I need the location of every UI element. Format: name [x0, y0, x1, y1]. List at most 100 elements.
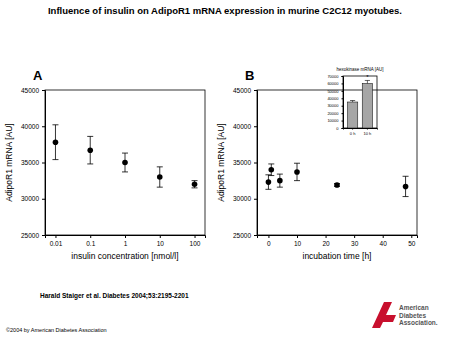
y-tick: 40000	[21, 123, 45, 130]
x-axis: 0 h10 h	[344, 128, 378, 136]
y-tick-label: 70000	[327, 74, 339, 79]
marks	[347, 80, 372, 128]
point	[294, 169, 300, 175]
y-tick-label: 20000	[327, 111, 339, 116]
y-tick-mark	[342, 128, 344, 129]
y-tick: 40000	[327, 96, 343, 101]
x-tick-label: 10	[294, 240, 302, 247]
y-tick: 30000	[327, 103, 343, 108]
point	[266, 179, 272, 185]
y-tick-label: 45000	[233, 87, 251, 94]
logo-mark	[372, 302, 396, 328]
y-tick-label: 40000	[21, 123, 39, 130]
x-axis-title: incubation time [h]	[303, 251, 372, 261]
figure-title: Influence of insulin on AdipoR1 mRNA exp…	[48, 5, 402, 16]
y-tick: 50000	[327, 89, 343, 94]
y-tick-mark	[42, 90, 45, 91]
y-tick-label: 45000	[21, 87, 39, 94]
y-tick-label: 30000	[233, 195, 251, 202]
axis-line	[342, 77, 344, 129]
x-tick-label: 100	[190, 240, 201, 247]
copyright: ©2004 by American Diabetes Association	[6, 327, 107, 333]
y-tick-mark	[342, 83, 344, 84]
axis-line	[254, 91, 258, 236]
y-tick: 40000	[233, 123, 257, 130]
x-tick-label: 0 h	[350, 131, 356, 136]
point	[268, 167, 274, 173]
x-tick: 40	[380, 235, 388, 247]
y-tick-label: 10000	[327, 118, 339, 123]
x-tick-mark	[326, 235, 327, 238]
error-bar	[365, 80, 370, 83]
error-bar	[52, 125, 58, 160]
background	[0, 0, 450, 338]
y-tick-mark	[42, 163, 45, 164]
y-tick: 20000	[327, 111, 343, 116]
axis-line	[344, 129, 378, 130]
y-tick-mark	[254, 235, 257, 236]
y-tick-mark	[342, 121, 344, 122]
x-tick: 0.01	[50, 235, 63, 247]
error-bar	[192, 181, 198, 188]
y-axis: 010000200003000040000500006000070000	[327, 74, 343, 131]
x-tick-mark	[268, 235, 269, 238]
citation: Harald Staiger et al. Diabetes 2004;53:2…	[40, 292, 189, 300]
error-bar	[87, 136, 93, 164]
x-tick: 0 h	[350, 128, 356, 136]
x-tick: 0	[267, 235, 271, 247]
y-tick-label: 35000	[21, 159, 39, 166]
y-tick-mark	[42, 199, 45, 200]
y-tick: 25000	[233, 232, 257, 239]
y-tick-mark	[254, 199, 257, 200]
x-tick-label: 1	[124, 240, 128, 247]
plot-frame	[45, 90, 205, 235]
y-tick-mark	[342, 113, 344, 114]
y-tick: 25000	[21, 232, 45, 239]
bar	[347, 102, 357, 128]
y-tick-label: 50000	[327, 89, 339, 94]
y-tick-mark	[342, 106, 344, 107]
x-tick-label: 20	[322, 240, 330, 247]
y-tick-mark	[342, 76, 344, 77]
y-axis-title: AdipoR1 mRNA [AU]	[4, 123, 14, 201]
point	[277, 178, 283, 184]
y-tick-mark	[42, 235, 45, 236]
plot-frame	[257, 90, 417, 235]
figure: Influence of insulin on AdipoR1 mRNA exp…	[0, 0, 450, 338]
logo-text: Diabetes	[399, 312, 426, 319]
error-bar	[294, 163, 300, 180]
error-bar	[157, 167, 163, 187]
y-tick-mark	[42, 126, 45, 127]
x-tick: 50	[408, 235, 416, 247]
x-tick-mark	[297, 235, 298, 238]
x-tick-mark	[352, 128, 353, 130]
y-tick-label: 60000	[327, 81, 339, 86]
x-tick-mark	[367, 128, 368, 130]
x-tick-label: 0	[267, 240, 271, 247]
chart-1: 250003000035000400004500001020304050Binc…	[216, 68, 418, 261]
x-tick-mark	[383, 235, 384, 238]
x-tick: 20	[322, 235, 330, 247]
error-bar	[265, 175, 271, 190]
x-tick: 1	[124, 235, 128, 247]
annotation: *	[366, 74, 369, 80]
y-tick: 35000	[233, 159, 257, 166]
axis-line	[258, 236, 418, 239]
point	[403, 184, 409, 190]
logo-text: Association.	[399, 319, 438, 326]
marks	[265, 163, 408, 196]
point	[53, 139, 59, 145]
publisher-logo: AmericanDiabetesAssociation.	[372, 302, 438, 328]
y-tick: 45000	[21, 87, 45, 94]
point	[122, 160, 128, 166]
axis-line	[42, 91, 46, 236]
y-tick-label: 35000	[233, 159, 251, 166]
y-tick-mark	[342, 91, 344, 92]
axis-line	[46, 236, 206, 239]
x-tick-mark	[195, 235, 196, 238]
y-tick-label: 30000	[327, 103, 339, 108]
x-axis: 0 10 20 30 40 50	[258, 235, 418, 247]
x-tick: 30	[351, 235, 359, 247]
x-tick-label: 10	[157, 240, 165, 247]
y-tick-mark	[254, 163, 257, 164]
